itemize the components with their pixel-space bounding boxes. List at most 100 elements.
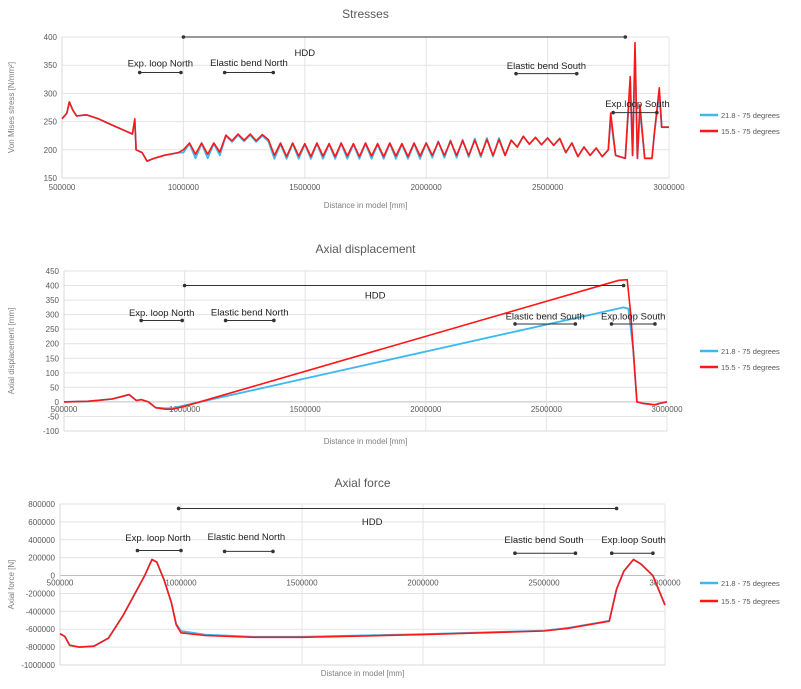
y-tick-label: -600000 <box>26 625 56 634</box>
annotation-label: Elastic bend South <box>504 535 583 546</box>
annotation-label: HDD <box>295 48 316 59</box>
arrow-head-right-icon <box>623 35 628 39</box>
y-tick-label: 350 <box>46 296 60 305</box>
y-tick-label: 50 <box>50 383 59 392</box>
arrow-head-left-icon <box>139 318 143 323</box>
series-line-15-5 <box>59 558 666 648</box>
arrow-head-left-icon <box>176 506 181 511</box>
annotation-label: Exp. loop North <box>129 308 194 319</box>
arrow-head-left-icon <box>223 318 228 323</box>
x-tick-label: 2000000 <box>410 405 442 414</box>
y-tick-label: 400000 <box>28 536 55 545</box>
x-axis-title: Distance in model [mm] <box>324 437 408 446</box>
legend-label: 15.5 - 75 degrees <box>721 597 780 606</box>
arrow-head-right-icon <box>573 551 578 555</box>
x-tick-label: 500000 <box>49 183 76 192</box>
arrow-head-right-icon <box>614 506 619 511</box>
y-tick-label: 400 <box>46 282 60 291</box>
arrow-head-left-icon <box>222 70 227 75</box>
x-tick-label: 2000000 <box>411 183 443 192</box>
annotation-label: Exp.loop South <box>601 535 665 546</box>
y-axis-title: Axial force [N] <box>7 560 16 610</box>
x-tick-label: 1500000 <box>286 579 318 588</box>
y-tick-label: 0 <box>51 572 56 581</box>
y-tick-label: 350 <box>44 61 58 70</box>
y-tick-label: -400000 <box>26 607 56 616</box>
y-tick-label: 200 <box>46 340 60 349</box>
arrow-head-left-icon <box>611 110 615 115</box>
series-line-21-8 <box>59 558 666 648</box>
y-tick-label: -1000000 <box>21 661 55 670</box>
arrow-head-left-icon <box>609 322 614 326</box>
arrow-head-right-icon <box>180 318 184 323</box>
annotation-label: Elastic bend South <box>507 61 586 72</box>
arrow-head-left-icon <box>609 551 614 555</box>
series-line-15-5 <box>61 41 669 162</box>
y-tick-label: 150 <box>46 354 60 363</box>
arrow-head-left-icon <box>514 71 518 76</box>
arrow-head-right-icon <box>655 110 659 115</box>
arrow-head-left-icon <box>137 70 142 75</box>
x-tick-label: 1000000 <box>168 183 200 192</box>
annotation-label: Elastic bend South <box>506 312 585 323</box>
x-tick-label: 1000000 <box>169 405 201 414</box>
arrow-head-left-icon <box>513 551 517 555</box>
annotation-label: HDD <box>365 291 386 302</box>
x-tick-label: 2500000 <box>528 579 560 588</box>
y-tick-label: 400 <box>44 33 58 42</box>
y-tick-label: 300 <box>44 89 58 98</box>
legend-label: 21.8 - 75 degrees <box>721 347 780 356</box>
x-tick-label: 2000000 <box>407 579 439 588</box>
arrow-head-right-icon <box>651 551 655 555</box>
y-tick-label: 150 <box>44 174 58 183</box>
arrow-head-right-icon <box>621 283 626 288</box>
x-axis-title: Distance in model [mm] <box>324 201 408 210</box>
chart-title: Stresses <box>342 7 389 21</box>
annotation-label: HDD <box>362 517 383 528</box>
annotation-label: Exp. loop North <box>125 533 190 544</box>
x-tick-label: 3000000 <box>653 183 685 192</box>
x-tick-label: 2500000 <box>531 405 563 414</box>
legend-label: 21.8 - 75 degrees <box>721 111 780 120</box>
arrow-head-left-icon <box>513 322 517 326</box>
y-tick-label: 800000 <box>28 500 55 509</box>
arrow-head-right-icon <box>573 322 578 326</box>
arrow-head-right-icon <box>574 71 579 76</box>
x-tick-label: 1500000 <box>289 183 321 192</box>
y-tick-label: 100 <box>46 369 60 378</box>
arrow-head-right-icon <box>271 70 276 75</box>
arrow-head-right-icon <box>272 318 276 323</box>
annotation-label: Exp. loop North <box>128 59 193 70</box>
arrow-head-left-icon <box>222 549 227 554</box>
x-axis-title: Distance in model [mm] <box>321 669 405 678</box>
arrow-head-right-icon <box>179 548 183 553</box>
y-tick-label: 300 <box>46 311 60 320</box>
annotation-label: Elastic bend North <box>211 308 289 319</box>
y-tick-label: -200000 <box>26 589 56 598</box>
legend-label: 15.5 - 75 degrees <box>721 127 780 136</box>
annotation-label: Exp.loop South <box>605 99 669 110</box>
y-tick-label: 250 <box>46 325 60 334</box>
y-tick-label: -800000 <box>26 643 56 652</box>
annotation-label: Exp.loop South <box>601 312 665 323</box>
x-tick-label: 1500000 <box>290 405 322 414</box>
arrow-head-right-icon <box>179 70 183 75</box>
y-tick-label: 200000 <box>28 554 55 563</box>
arrow-head-left-icon <box>182 283 187 288</box>
y-axis-title: Von Mises stress [N/mm²] <box>7 62 16 153</box>
x-tick-label: 3000000 <box>649 579 681 588</box>
x-tick-label: 3000000 <box>651 405 683 414</box>
legend-label: 21.8 - 75 degrees <box>721 579 780 588</box>
y-tick-label: -100 <box>43 427 60 436</box>
x-tick-label: 1000000 <box>165 579 197 588</box>
x-tick-label: 2500000 <box>532 183 564 192</box>
y-tick-label: 250 <box>44 118 58 127</box>
y-tick-label: 0 <box>55 398 60 407</box>
legend-label: 15.5 - 75 degrees <box>721 363 780 372</box>
y-tick-label: 450 <box>46 267 60 276</box>
y-tick-label: 200 <box>44 146 58 155</box>
arrow-head-left-icon <box>135 548 140 553</box>
arrow-head-right-icon <box>653 322 657 326</box>
chart-title: Axial displacement <box>315 242 416 256</box>
